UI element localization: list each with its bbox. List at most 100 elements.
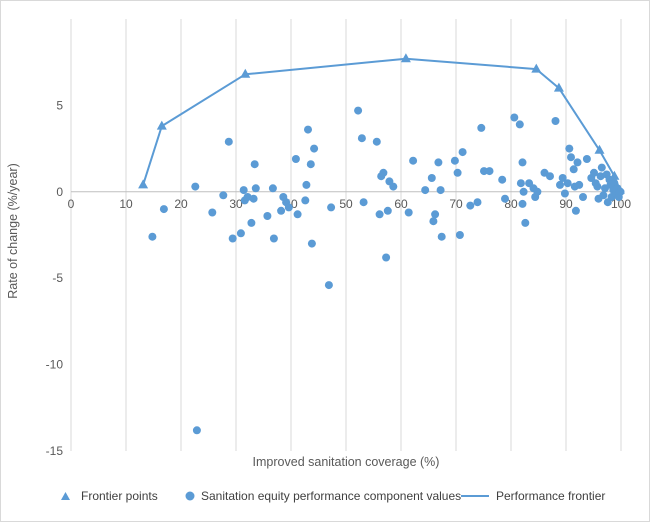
- legend-label-frontier-points: Frontier points: [81, 489, 158, 503]
- equity-point-66: [516, 179, 525, 188]
- equity-point-30: [310, 144, 319, 153]
- equity-point-18: [269, 234, 278, 243]
- x-tick-labels: 0 10 20 30 40 50 60 70 80 90 100: [68, 197, 632, 211]
- equity-point-67: [518, 158, 527, 167]
- equity-point-40: [382, 253, 391, 262]
- frontier-point-6: [594, 144, 605, 154]
- equity-point-65: [515, 120, 524, 129]
- y-tick-labels: -15 -10 -5 0 5: [46, 98, 64, 458]
- equity-point-22: [284, 203, 293, 212]
- equity-point-53: [450, 156, 459, 165]
- equity-point-55: [455, 231, 464, 239]
- equity-point-24: [293, 210, 302, 219]
- legend-label-equity-values: Sanitation equity performance component …: [201, 489, 461, 503]
- equity-point-54: [453, 168, 462, 177]
- equity-point-62: [498, 175, 507, 184]
- equity-point-87: [573, 158, 582, 167]
- equity-point-88: [575, 180, 584, 189]
- equity-point-48: [429, 217, 438, 226]
- equity-point-57: [466, 201, 475, 210]
- equity-point-59: [477, 123, 486, 132]
- equity-point-15: [251, 184, 260, 193]
- legend-triangle-marker: [61, 492, 70, 500]
- equity-point-7: [228, 234, 237, 243]
- equity-point-1: [159, 205, 168, 214]
- equity-point-82: [565, 144, 574, 153]
- equity-point-23: [291, 155, 300, 163]
- equity-point-29: [307, 239, 316, 248]
- equity-point-78: [556, 180, 564, 189]
- legend: Frontier points Sanitation equity perfor…: [61, 489, 605, 503]
- equity-point-79: [558, 174, 567, 182]
- equity-point-92: [590, 168, 598, 177]
- equity-point-49: [431, 210, 440, 219]
- equity-point-90: [582, 155, 591, 163]
- equity-point-37: [375, 210, 384, 219]
- equity-point-19: [277, 206, 286, 215]
- equity-point-61: [485, 167, 494, 176]
- equity-point-70: [521, 218, 530, 227]
- equity-point-69: [519, 187, 528, 196]
- legend-label-performance-frontier: Performance frontier: [496, 489, 605, 503]
- equity-point-83: [567, 153, 575, 162]
- equity-point-28: [306, 160, 315, 169]
- frontier-point-8: [614, 184, 625, 194]
- equity-point-52: [437, 232, 446, 241]
- equity-point-14: [250, 160, 259, 169]
- equity-point-27: [304, 125, 312, 134]
- y-tick-label--5: -5: [52, 271, 63, 285]
- frontier-point-7: [609, 170, 620, 180]
- equity-point-32: [327, 203, 336, 212]
- frontier-point-0: [138, 179, 149, 189]
- equity-point-80: [560, 189, 569, 198]
- equity-point-43: [389, 182, 398, 191]
- equity-point-33: [354, 106, 363, 115]
- equity-point-9: [239, 186, 248, 195]
- y-axis-title: Rate of change (%/year): [6, 163, 20, 299]
- x-tick-label-20: 20: [174, 197, 188, 211]
- grid-lines: [70, 19, 622, 451]
- frontier-point-2: [240, 68, 251, 78]
- equity-point-11: [243, 193, 252, 201]
- equity-point-76: [546, 172, 554, 181]
- equity-point-6: [224, 137, 233, 146]
- x-tick-label-30: 30: [229, 197, 243, 211]
- equity-point-64: [510, 113, 519, 122]
- equity-point-2: [191, 182, 200, 191]
- equity-point-45: [409, 156, 418, 165]
- frontier-point-5: [553, 82, 564, 92]
- y-tick-label-5: 5: [56, 98, 63, 112]
- equity-point-3: [192, 426, 201, 435]
- equity-point-41: [383, 206, 392, 215]
- data-points: [148, 106, 625, 435]
- equity-point-16: [263, 212, 272, 220]
- equity-point-31: [324, 281, 333, 290]
- x-tick-label-100: 100: [611, 197, 631, 211]
- equity-point-17: [268, 184, 277, 193]
- equity-point-51: [436, 186, 445, 195]
- equity-point-44: [404, 208, 413, 217]
- x-axis-title: Improved sanitation coverage (%): [253, 455, 440, 469]
- equity-point-25: [301, 196, 310, 205]
- y-tick-label-0: 0: [56, 185, 63, 199]
- equity-point-56: [458, 148, 467, 157]
- y-tick-label--15: -15: [46, 444, 64, 458]
- frontier-markers: [138, 53, 625, 194]
- frontier-point-1: [156, 120, 167, 130]
- equity-point-12: [247, 218, 256, 227]
- equity-point-36: [372, 137, 381, 146]
- equity-point-39: [379, 168, 388, 177]
- equity-point-68: [518, 199, 527, 208]
- equity-point-34: [357, 134, 366, 143]
- equity-point-86: [571, 206, 580, 215]
- x-tick-label-90: 90: [559, 197, 573, 211]
- equity-point-97: [597, 163, 606, 172]
- x-tick-label-70: 70: [449, 197, 463, 211]
- frontier-point-3: [400, 53, 411, 63]
- equity-point-98: [599, 191, 608, 200]
- frontier-point-4: [531, 63, 542, 73]
- equity-point-81: [563, 179, 572, 188]
- equity-point-13: [249, 194, 258, 203]
